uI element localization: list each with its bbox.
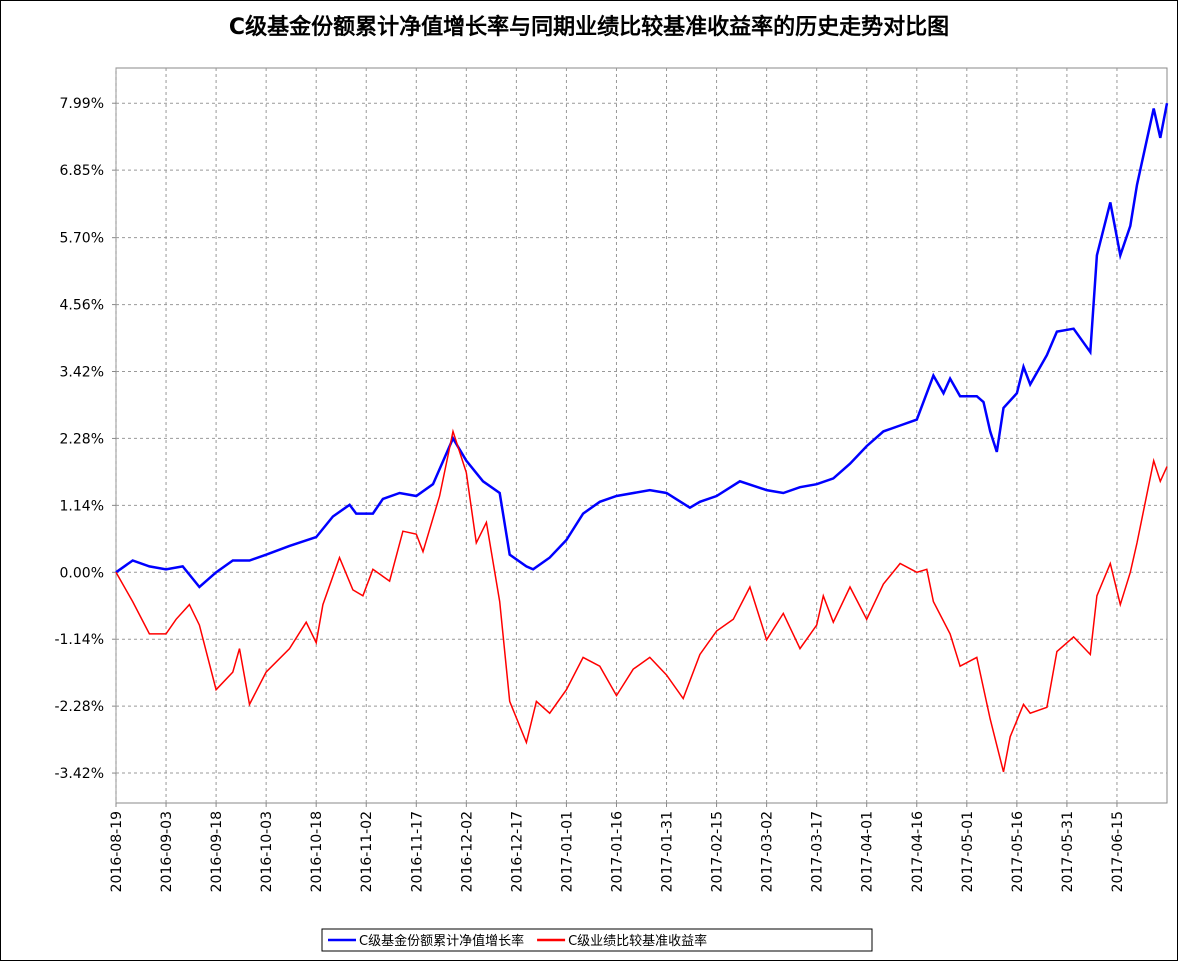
x-tick-label: 2017-04-16: [910, 811, 926, 892]
x-tick-label: 2017-05-31: [1060, 811, 1076, 892]
x-tick-label: 2017-05-16: [1010, 811, 1026, 892]
chart-title: C级基金份额累计净值增长率与同期业绩比较基准收益率的历史走势对比图: [229, 14, 949, 40]
series-line: [115, 102, 1169, 589]
x-tick-label: 2016-10-03: [259, 811, 275, 892]
y-tick-label: -2.28%: [54, 699, 104, 715]
y-tick-label: -1.14%: [54, 632, 104, 648]
x-tick-label: 2016-12-02: [459, 811, 475, 892]
x-tick-label: 2016-09-18: [209, 811, 225, 892]
x-tick-label: 2016-11-17: [409, 811, 425, 892]
plot-area: [115, 67, 1168, 804]
x-tick-label: 2017-06-15: [1110, 811, 1126, 892]
legend-label: C级基金份额累计净值增长率: [359, 933, 524, 949]
x-tick-label: 2016-10-18: [309, 811, 325, 892]
x-tick-label: 2016-12-17: [509, 811, 525, 892]
legend-label: C级业绩比较基准收益率: [568, 933, 707, 949]
x-tick-label: 2016-11-02: [359, 811, 375, 892]
x-tick-label: 2017-01-31: [660, 811, 676, 892]
y-tick-label: 5.70%: [60, 231, 104, 247]
series-line: [115, 428, 1168, 773]
x-tick-label: 2017-03-17: [810, 811, 826, 892]
y-tick-label: 6.85%: [60, 163, 104, 179]
x-tick-label: 2017-05-01: [960, 811, 976, 892]
x-tick-label: 2017-01-01: [559, 811, 575, 892]
x-tick-label: 2016-09-03: [159, 811, 175, 892]
y-tick-label: 0.00%: [60, 565, 104, 581]
x-tick-label: 2017-01-16: [609, 811, 625, 892]
y-tick-label: 2.28%: [60, 431, 104, 447]
y-tick-label: 7.99%: [60, 96, 104, 112]
y-tick-label: -3.42%: [54, 766, 104, 782]
x-tick-label: 2017-04-01: [860, 811, 876, 892]
legend: [321, 928, 873, 952]
y-tick-label: 4.56%: [60, 298, 104, 314]
y-tick-label: 1.14%: [60, 498, 104, 514]
x-tick-label: 2017-02-15: [710, 811, 726, 892]
x-tick-label: 2016-08-19: [109, 811, 125, 892]
y-tick-label: 3.42%: [60, 365, 104, 381]
x-tick-label: 2017-03-02: [760, 811, 776, 892]
